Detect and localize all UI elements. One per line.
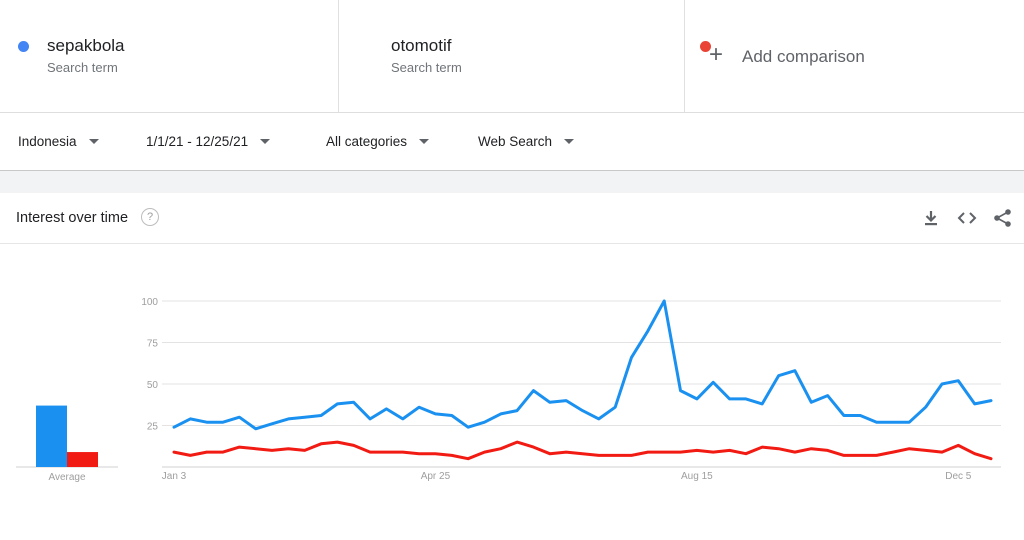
search-terms-bar: sepakbola Search term otomotif Search te… [0, 0, 1024, 113]
add-comparison-button[interactable]: + Add comparison [685, 0, 1024, 112]
download-icon[interactable] [920, 207, 942, 229]
term-card-otomotif[interactable]: otomotif Search term [339, 0, 711, 112]
x-tick-label: Apr 25 [421, 471, 451, 482]
series-color-dot [700, 41, 711, 52]
caret-down-icon [88, 138, 99, 144]
card-divider [0, 243, 1024, 244]
section-gap [0, 171, 1024, 193]
term-name[interactable]: sepakbola [47, 36, 125, 55]
share-icon[interactable] [992, 207, 1014, 229]
interest-over-time-card: Interest over time ? 25 50 75 100 Jan 3 Apr 2… [0, 193, 1024, 540]
series-color-dot [18, 41, 29, 52]
search-type-dropdown[interactable]: Web Search [478, 134, 575, 149]
term-subtitle: Search term [47, 60, 118, 75]
add-comparison-label: Add comparison [742, 47, 865, 66]
card-title: Interest over time [16, 210, 129, 226]
category-value: All categories [326, 134, 408, 149]
category-dropdown[interactable]: All categories [326, 134, 430, 149]
y-tick-label: 50 [147, 380, 159, 391]
interest-chart: 25 50 75 100 Jan 3 Apr 25 Aug 15 Dec 5 Average [16, 297, 1001, 483]
caret-down-icon [564, 138, 575, 144]
region-dropdown[interactable]: Indonesia [18, 134, 99, 149]
average-label: Average [48, 472, 86, 483]
y-tick-label: 100 [141, 297, 158, 308]
filter-bar: Indonesia 1/1/21 - 12/25/21 All categori… [0, 113, 1024, 171]
date-range-dropdown[interactable]: 1/1/21 - 12/25/21 [146, 134, 271, 149]
series-line-otomotif [172, 440, 993, 461]
term-subtitle: Search term [391, 60, 462, 75]
caret-down-icon [260, 138, 271, 144]
caret-down-icon [419, 138, 430, 144]
average-bar-sepakbola [36, 405, 67, 467]
term-card-sepakbola[interactable]: sepakbola Search term [0, 0, 339, 112]
region-value: Indonesia [18, 134, 77, 149]
plus-icon: + [709, 41, 724, 68]
help-icon[interactable]: ? [141, 208, 159, 226]
search-type-value: Web Search [478, 134, 553, 149]
embed-icon[interactable] [956, 207, 978, 229]
x-tick-label: Jan 3 [162, 471, 187, 482]
y-tick-label: 25 [147, 422, 159, 433]
term-name[interactable]: otomotif [391, 36, 452, 55]
series-line-sepakbola [172, 299, 993, 431]
x-tick-label: Dec 5 [945, 471, 972, 482]
x-tick-label: Aug 15 [681, 471, 713, 482]
y-tick-label: 75 [147, 339, 159, 350]
average-bar-otomotif [67, 452, 98, 467]
date-range-value: 1/1/21 - 12/25/21 [146, 134, 249, 149]
